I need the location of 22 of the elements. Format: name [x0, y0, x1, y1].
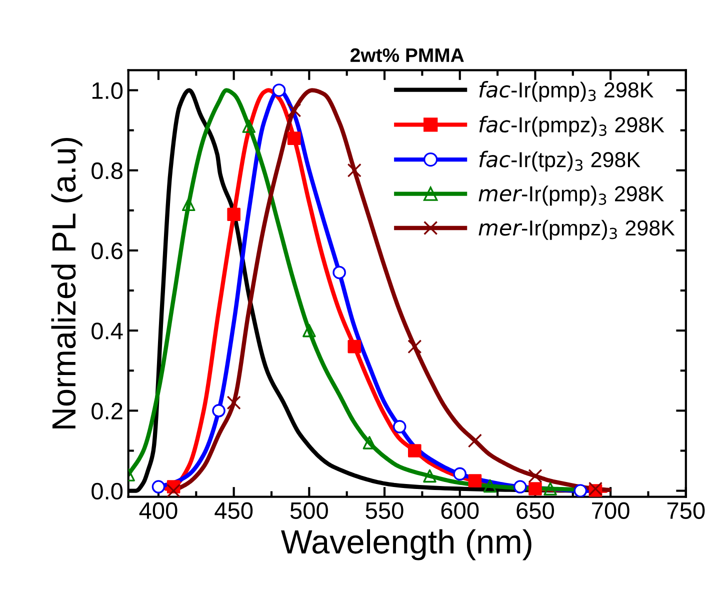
- chart-title: 2wt% PMMA: [350, 48, 464, 62]
- x-tick-label: 450: [214, 502, 253, 519]
- x-tick-label: 500: [290, 502, 328, 519]
- legend-label: fac-Ir(tpz)$_{3}$ 298K: [479, 150, 640, 172]
- legend-label: mer-Ir(pmp)$_{3}$ 298K: [478, 186, 664, 206]
- y-tick-label: 0.6: [92, 242, 122, 260]
- x-tick-label: 400: [139, 502, 178, 519]
- y-tick-label: 0.2: [92, 402, 122, 420]
- x-tick-label: 750: [667, 502, 705, 519]
- x-tick-label: 600: [441, 502, 479, 519]
- x-tick-label: 550: [366, 502, 404, 519]
- y-axis-title: Normalized PL (a.u): [51, 138, 82, 428]
- x-tick-label: 700: [592, 502, 630, 519]
- x-tick-label: 650: [516, 502, 554, 519]
- y-tick-label: 0.4: [92, 322, 123, 340]
- legend-label: fac-Ir(pmpz)$_{3}$ 298K: [479, 116, 664, 137]
- legend-label: fac-Ir(pmp)$_{3}$ 298K: [479, 80, 654, 102]
- y-tick-label: 1.0: [92, 82, 123, 100]
- y-tick-label: 0.0: [92, 482, 123, 500]
- legend-label: mer-Ir(pmpz)$_{3}$ 298K: [478, 220, 675, 240]
- x-axis-title: Wavelength (nm): [281, 529, 532, 560]
- y-tick-label: 0.8: [92, 162, 122, 180]
